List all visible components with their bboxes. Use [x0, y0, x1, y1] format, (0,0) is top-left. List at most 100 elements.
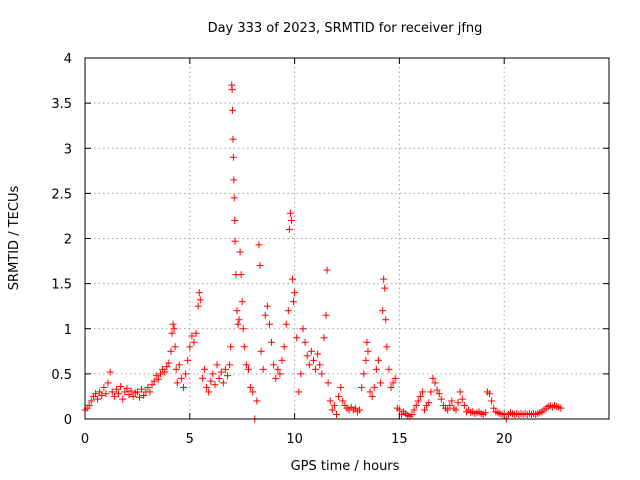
- data-point: [154, 375, 162, 383]
- data-point: [144, 383, 152, 391]
- data-point: [98, 392, 106, 400]
- data-point: [150, 377, 158, 385]
- data-point: [268, 338, 276, 346]
- data-point: [207, 377, 215, 385]
- axis-ticks: 0 0.5 1 1.5 2 2.5 3 3.5 4 0 5 10 15 20: [51, 52, 609, 447]
- data-point: [377, 379, 385, 387]
- data-point: [289, 275, 297, 283]
- data-point: [307, 347, 315, 355]
- data-point: [446, 401, 454, 409]
- data-point: [408, 410, 416, 418]
- data-point: [379, 307, 387, 315]
- data-point: [259, 365, 267, 373]
- data-point: [85, 401, 93, 409]
- data-point: [231, 216, 239, 224]
- data-point: [500, 410, 508, 418]
- data-point: [121, 388, 129, 396]
- data-point: [209, 370, 217, 378]
- data-point: [278, 356, 286, 364]
- data-point: [127, 387, 135, 395]
- data-point: [217, 368, 225, 376]
- data-point: [280, 343, 288, 351]
- data-point: [171, 343, 179, 351]
- data-point: [233, 307, 241, 315]
- data-point: [123, 384, 131, 392]
- data-point: [236, 248, 244, 256]
- data-point: [129, 392, 137, 400]
- data-point: [456, 388, 464, 396]
- data-point: [96, 388, 104, 396]
- data-point: [165, 359, 173, 367]
- data-point: [229, 135, 237, 143]
- data-point: [297, 370, 305, 378]
- y-tick-label: 3: [64, 142, 72, 157]
- data-point: [228, 86, 236, 94]
- data-point: [360, 370, 368, 378]
- data-point: [314, 350, 322, 358]
- y-tick-label: 0: [64, 413, 72, 428]
- data-point: [186, 343, 194, 351]
- data-point: [410, 406, 418, 414]
- data-point: [184, 356, 192, 364]
- data-point: [192, 329, 200, 337]
- data-point: [172, 365, 180, 373]
- x-tick-label: 15: [391, 432, 408, 447]
- data-point: [198, 374, 206, 382]
- data-point: [110, 392, 118, 400]
- data-point: [368, 392, 376, 400]
- data-point: [196, 296, 204, 304]
- data-point: [299, 325, 307, 333]
- data-point: [219, 379, 227, 387]
- data-point: [256, 262, 264, 270]
- data-point: [418, 388, 426, 396]
- data-point: [431, 379, 439, 387]
- data-point: [161, 368, 169, 376]
- y-tick-label: 0.5: [51, 368, 72, 383]
- data-point: [285, 225, 293, 233]
- data-point: [374, 356, 382, 364]
- data-point: [460, 401, 468, 409]
- data-point: [230, 194, 238, 202]
- data-point: [416, 392, 424, 400]
- data-point: [326, 397, 334, 405]
- data-point: [167, 347, 175, 355]
- data-point: [234, 320, 242, 328]
- data-point: [270, 361, 278, 369]
- y-tick-label: 3.5: [51, 97, 72, 112]
- data-point: [351, 404, 359, 412]
- data-point: [382, 316, 390, 324]
- data-point: [395, 406, 403, 414]
- data-point: [452, 406, 460, 414]
- data-point: [240, 343, 248, 351]
- data-point: [148, 381, 156, 389]
- data-point: [387, 383, 395, 391]
- data-point: [412, 401, 420, 409]
- data-point: [458, 395, 466, 403]
- data-point: [337, 383, 345, 391]
- data-point: [391, 374, 399, 382]
- data-point: [168, 329, 176, 337]
- data-point: [102, 390, 110, 398]
- data-point: [87, 397, 95, 405]
- data-point: [333, 410, 341, 418]
- data-point: [257, 347, 265, 355]
- data-point: [173, 379, 181, 387]
- data-point: [381, 284, 389, 292]
- data-point: [383, 343, 391, 351]
- data-point: [169, 320, 177, 328]
- data-point: [224, 372, 232, 380]
- data-point: [305, 361, 313, 369]
- x-tick-label: 0: [81, 432, 89, 447]
- data-point: [303, 352, 311, 360]
- data-point: [557, 404, 565, 412]
- y-tick-label: 2.5: [51, 187, 72, 202]
- data-point: [239, 325, 247, 333]
- data-point: [265, 320, 273, 328]
- data-point: [190, 338, 198, 346]
- data-point: [115, 390, 123, 398]
- data-point: [138, 385, 146, 393]
- data-point: [323, 266, 331, 274]
- data-point: [125, 391, 133, 399]
- data-point: [486, 390, 494, 398]
